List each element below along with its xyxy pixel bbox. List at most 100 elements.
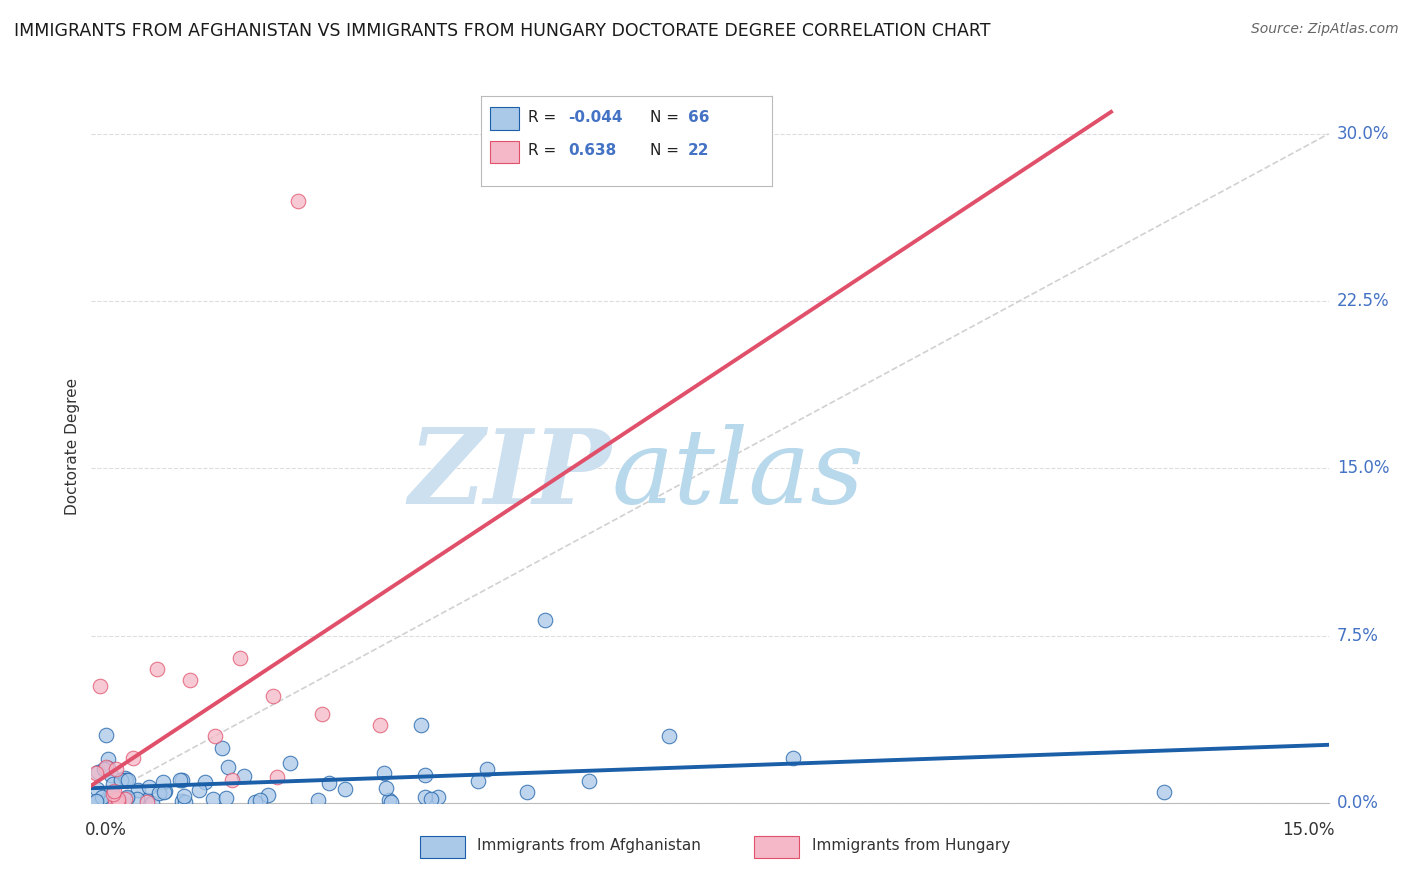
Point (477, 762, 499, 776)
Point (84, 766, 107, 780)
Point (114, 791, 136, 805)
Point (136, 793, 159, 807)
Point (217, 760, 239, 774)
Text: 22.5%: 22.5% (1337, 292, 1389, 310)
Point (333, 782, 356, 797)
Point (578, 774, 600, 789)
Point (104, 790, 127, 805)
Point (174, 795, 197, 809)
Point (105, 762, 128, 776)
Point (374, 780, 396, 795)
Point (136, 795, 159, 809)
Point (98, 794, 121, 808)
Point (534, 613, 557, 627)
Point (153, 783, 176, 797)
Point (169, 772, 191, 787)
Point (89, 679, 111, 693)
Point (378, 792, 401, 806)
Text: Source: ZipAtlas.com: Source: ZipAtlas.com (1251, 22, 1399, 37)
Point (173, 789, 195, 803)
Point (114, 772, 136, 787)
Point (97, 752, 120, 766)
Point (368, 717, 391, 731)
Point (101, 788, 124, 802)
Point (84, 794, 107, 808)
Point (90, 789, 112, 804)
Text: 15.0%: 15.0% (1282, 821, 1334, 838)
Point (262, 689, 284, 703)
Text: 0.0%: 0.0% (1337, 794, 1379, 812)
Point (658, 729, 681, 743)
Point (782, 751, 804, 765)
Point (413, 768, 436, 782)
Point (117, 789, 139, 804)
Point (141, 796, 163, 810)
Text: 30.0%: 30.0% (1337, 125, 1389, 143)
Point (125, 792, 148, 806)
Point (138, 780, 160, 794)
Point (104, 792, 127, 806)
Point (127, 783, 149, 797)
Point (84, 795, 107, 809)
Point (427, 789, 450, 804)
Point (84, 795, 107, 809)
Point (373, 766, 395, 780)
Point (229, 651, 252, 665)
Point (232, 769, 254, 783)
Point (153, 785, 176, 799)
Point (249, 793, 271, 807)
Point (114, 771, 136, 785)
Point (257, 788, 280, 802)
Point (148, 786, 170, 800)
Text: 7.5%: 7.5% (1337, 626, 1379, 645)
Point (93, 762, 115, 776)
Point (179, 673, 201, 687)
Text: IMMIGRANTS FROM AFGHANISTAN VS IMMIGRANTS FROM HUNGARY DOCTORATE DEGREE CORRELAT: IMMIGRANTS FROM AFGHANISTAN VS IMMIGRANT… (14, 22, 991, 40)
Point (516, 785, 538, 799)
Text: atlas: atlas (612, 424, 863, 525)
Point (103, 777, 125, 791)
Point (187, 783, 209, 797)
Point (243, 795, 266, 809)
Point (467, 773, 489, 788)
Text: 0.0%: 0.0% (86, 821, 127, 838)
Point (318, 776, 340, 790)
Point (94, 760, 117, 774)
Point (96, 728, 118, 742)
Point (204, 729, 226, 743)
Point (194, 775, 217, 789)
Point (86, 781, 108, 796)
Point (121, 751, 143, 765)
Point (110, 773, 132, 788)
Point (1153, 785, 1175, 799)
Point (117, 772, 139, 787)
Text: 15.0%: 15.0% (1337, 459, 1389, 477)
Point (170, 772, 193, 787)
Point (214, 791, 236, 805)
Point (266, 770, 288, 784)
Point (100, 768, 122, 782)
Point (107, 792, 129, 806)
Point (380, 795, 402, 809)
Y-axis label: Doctorate Degree: Doctorate Degree (65, 377, 80, 515)
Point (280, 756, 302, 770)
Point (419, 792, 441, 806)
Point (172, 794, 194, 808)
Point (202, 792, 225, 806)
Point (211, 741, 233, 756)
Point (413, 789, 436, 804)
Point (287, 194, 309, 208)
Point (103, 784, 125, 798)
Point (107, 795, 129, 809)
Point (311, 706, 333, 721)
Point (411, 717, 433, 731)
Point (87, 764, 110, 779)
Point (117, 790, 139, 805)
Point (221, 773, 243, 788)
Point (307, 793, 329, 807)
Point (146, 662, 169, 676)
Point (152, 775, 174, 789)
Point (100, 789, 122, 803)
Text: ZIP: ZIP (408, 424, 612, 525)
Point (97, 761, 120, 775)
